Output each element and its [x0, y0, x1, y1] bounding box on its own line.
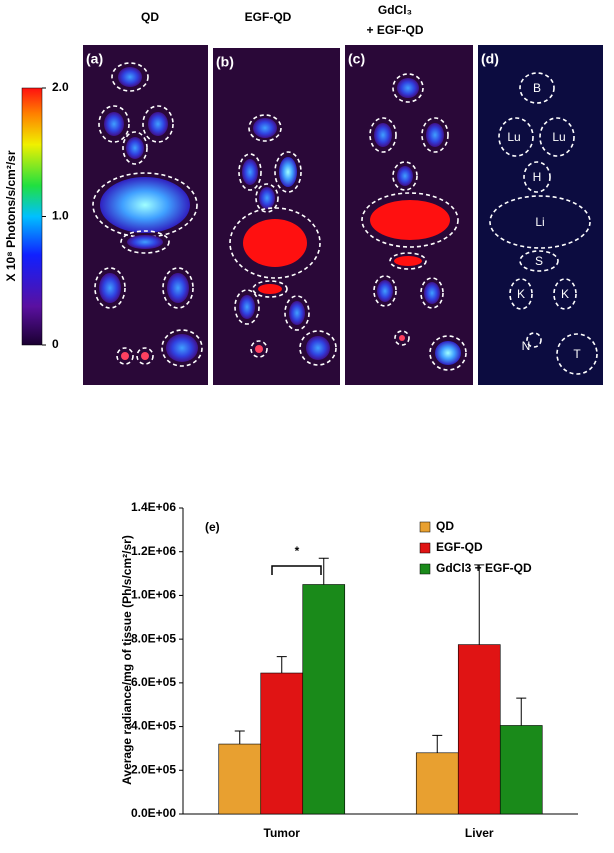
colorbar-label: X 10⁸ Photons/s/cm²/sr [4, 150, 18, 281]
y-tick-label: 0.0E+00 [131, 806, 176, 820]
error-bar [276, 656, 287, 674]
bar [415, 752, 459, 815]
organ-label: Li [535, 215, 544, 229]
significance-mark: * [295, 544, 300, 558]
organ-label: H [533, 170, 542, 184]
image [478, 45, 603, 385]
significance-bracket [271, 565, 322, 575]
legend-label: EGF-QD [436, 540, 483, 554]
organ-label: T [573, 347, 581, 361]
legend-swatch [419, 542, 431, 554]
panel-label: (b) [216, 54, 234, 70]
organ-label: K [561, 287, 569, 301]
organ-label: B [533, 81, 541, 95]
bar [302, 584, 346, 815]
bar [457, 644, 501, 815]
column-title: QD [141, 10, 159, 24]
bar [499, 725, 543, 815]
organ-label: S [535, 254, 543, 268]
legend-label: QD [436, 519, 454, 533]
colorbar [21, 87, 43, 346]
y-tick-label: 6.0E+05 [131, 675, 176, 689]
y-tick-label: 8.0E+05 [131, 631, 176, 645]
y-axis-label: Average radiance/mg of tissue (Ph/s/cm²/… [120, 535, 134, 785]
error-bar [474, 564, 485, 645]
legend-swatch [419, 521, 431, 533]
panel-label: (d) [481, 51, 499, 67]
y-tick-label: 4.0E+05 [131, 719, 176, 733]
y-tick-label: 2.0E+05 [131, 762, 176, 776]
x-tick-label: Tumor [264, 826, 301, 840]
colorbar-tick-label: 2.0 [52, 80, 69, 94]
bar-chart: (e) Average radiance/mg of tissue (Ph/s/… [120, 520, 322, 785]
colorbar-tick-label: 0 [52, 337, 59, 351]
x-tick-label: Liver [465, 826, 494, 840]
error-bar [234, 730, 245, 745]
legend-swatch [419, 563, 431, 575]
y-tick-label: 1.0E+06 [131, 588, 176, 602]
panel-label: (a) [86, 51, 103, 67]
organ-label: Lu [507, 130, 520, 144]
error-bar [432, 734, 443, 753]
y-tick-label: 1.2E+06 [131, 544, 176, 558]
annotation: (e) [205, 520, 220, 534]
bar [218, 743, 262, 815]
organ-label: N [522, 339, 531, 353]
colorbar-tick-label: 1.0 [52, 209, 69, 223]
organ-label: Lu [552, 130, 565, 144]
column-title: GdCl₃ [378, 3, 412, 17]
error-bar [516, 697, 527, 726]
bar [260, 672, 304, 815]
error-bar [318, 557, 329, 585]
image [213, 48, 340, 385]
legend-label: GdCl3 + EGF-QD [436, 561, 532, 575]
column-title: EGF-QD [245, 10, 292, 24]
column-title: + EGF-QD [366, 23, 423, 37]
y-tick-label: 1.4E+06 [131, 500, 176, 514]
image-panels: QD EGF-QD GdCl₃ + EGF-QD (a) (b) (c) B L… [4, 3, 603, 385]
panel-label: (c) [348, 51, 365, 67]
organ-label: K [517, 287, 525, 301]
